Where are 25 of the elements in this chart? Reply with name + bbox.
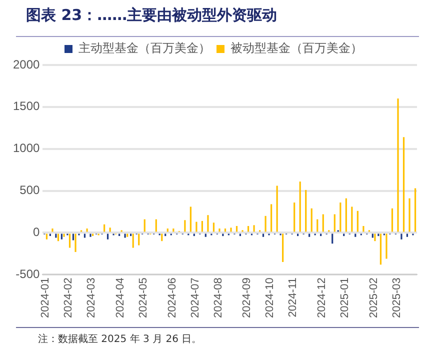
x-tick-label: 2024-12	[316, 278, 328, 318]
x-tick-label: 2024-10	[264, 278, 276, 318]
x-tick-label: 2024-02	[62, 278, 75, 318]
legend-label: 被动型基金（百万美金）	[230, 41, 362, 56]
x-tick-label: 2024-11	[287, 278, 300, 318]
y-tick-label: 0	[33, 225, 40, 240]
y-tick-label: 2000	[12, 57, 40, 72]
x-tick-label: 2025-01	[339, 278, 352, 318]
x-tick-label: 2024-09	[241, 278, 254, 318]
text: 注：数据截至 2025 年 3 月 26 日。	[16, 327, 419, 346]
x-tick-label: 2024-03	[86, 278, 98, 318]
y-tick-label: 1000	[12, 141, 40, 156]
x-tick-label: 2024-01	[40, 278, 52, 318]
y-tick-label: -500	[16, 266, 40, 281]
legend-label: 主动型基金（百万美金）	[78, 41, 210, 56]
x-tick-label: 2024-07	[189, 278, 202, 318]
y-tick-label: 1500	[12, 99, 40, 114]
x-tick-label: 2025-03	[390, 278, 403, 318]
x-tick-label: 2024-04	[114, 278, 126, 318]
x-tick-label: 2025-02	[368, 278, 380, 318]
x-tick-label: 2024-05	[138, 278, 150, 318]
chart-title: 图表 23：……主要由被动型外资驱动	[16, 0, 419, 37]
x-tick-label: 2024-06	[166, 278, 178, 318]
y-tick-label: 500	[20, 183, 40, 198]
x-tick-label: 2024-08	[212, 278, 224, 318]
